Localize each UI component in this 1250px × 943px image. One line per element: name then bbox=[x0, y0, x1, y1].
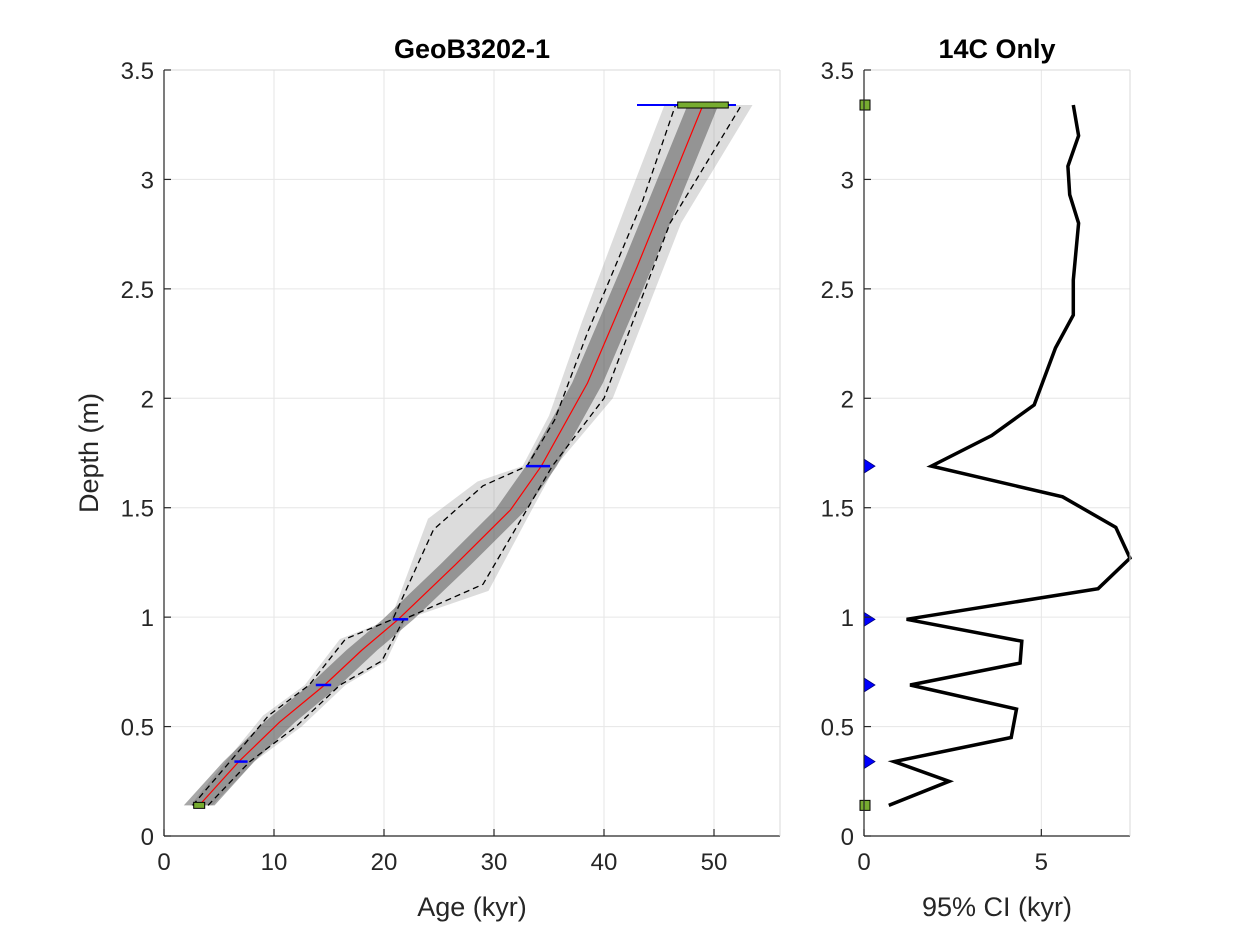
x-tick-label: 20 bbox=[371, 849, 398, 876]
plot-area bbox=[864, 70, 1130, 836]
other-date bbox=[677, 101, 729, 109]
y-tick-label: 3 bbox=[141, 167, 154, 194]
y-tick-label: 2 bbox=[141, 386, 154, 413]
x-tick-label: 10 bbox=[261, 849, 288, 876]
ensemble-band bbox=[190, 105, 753, 806]
y-tick-label: 3.5 bbox=[821, 58, 854, 85]
x-tick-label: 5 bbox=[1035, 849, 1048, 876]
ci-width-line bbox=[887, 104, 1133, 808]
x-tick-label: 40 bbox=[591, 849, 618, 876]
y-tick-label: 1 bbox=[141, 605, 154, 632]
other-date bbox=[193, 801, 206, 809]
chart-title: 14C Only bbox=[938, 34, 1055, 64]
age-depth-axes: 0 10 20 30 40 50 0 0.5 1 1.5 2 2.5 3 3.5 GeoB3202-1 Age… bbox=[74, 34, 781, 922]
plot-area bbox=[164, 70, 780, 836]
x-tick-label: 0 bbox=[157, 849, 170, 876]
y-tick-label: 1.5 bbox=[121, 496, 154, 523]
y-tick-label: 3.5 bbox=[121, 58, 154, 85]
y-tick-label: 0.5 bbox=[121, 715, 154, 742]
y-axis-label: Depth (m) bbox=[74, 393, 104, 513]
y-tick-label: 2.5 bbox=[821, 277, 854, 304]
y-tick-label: 0 bbox=[141, 824, 154, 851]
y-tick-label: 0 bbox=[841, 824, 854, 851]
x-tick-label: 50 bbox=[701, 849, 728, 876]
median-line bbox=[198, 104, 704, 806]
y-tick-label: 2.5 bbox=[121, 277, 154, 304]
x-tick-label: 0 bbox=[857, 849, 870, 876]
ci-axes: 0 5 0 0.5 1 1.5 2 2.5 3 3.5 14C Only 95% CI (kyr) bbox=[821, 34, 1133, 922]
y-tick-label: 1.5 bbox=[821, 496, 854, 523]
chart-title: GeoB3202-1 bbox=[394, 34, 550, 64]
ensemble-core bbox=[183, 105, 719, 806]
x-tick-label: 30 bbox=[481, 849, 508, 876]
y-tick-label: 0.5 bbox=[821, 715, 854, 742]
y-tick-label: 2 bbox=[841, 386, 854, 413]
other-date-marker bbox=[859, 99, 871, 111]
y-tick-label: 3 bbox=[841, 167, 854, 194]
x-axis-label: 95% CI (kyr) bbox=[922, 892, 1072, 922]
x-axis-label: Age (kyr) bbox=[417, 892, 527, 922]
other-date-marker bbox=[859, 799, 871, 811]
ci-bound-line bbox=[207, 104, 743, 806]
y-tick-label: 1 bbox=[841, 605, 854, 632]
